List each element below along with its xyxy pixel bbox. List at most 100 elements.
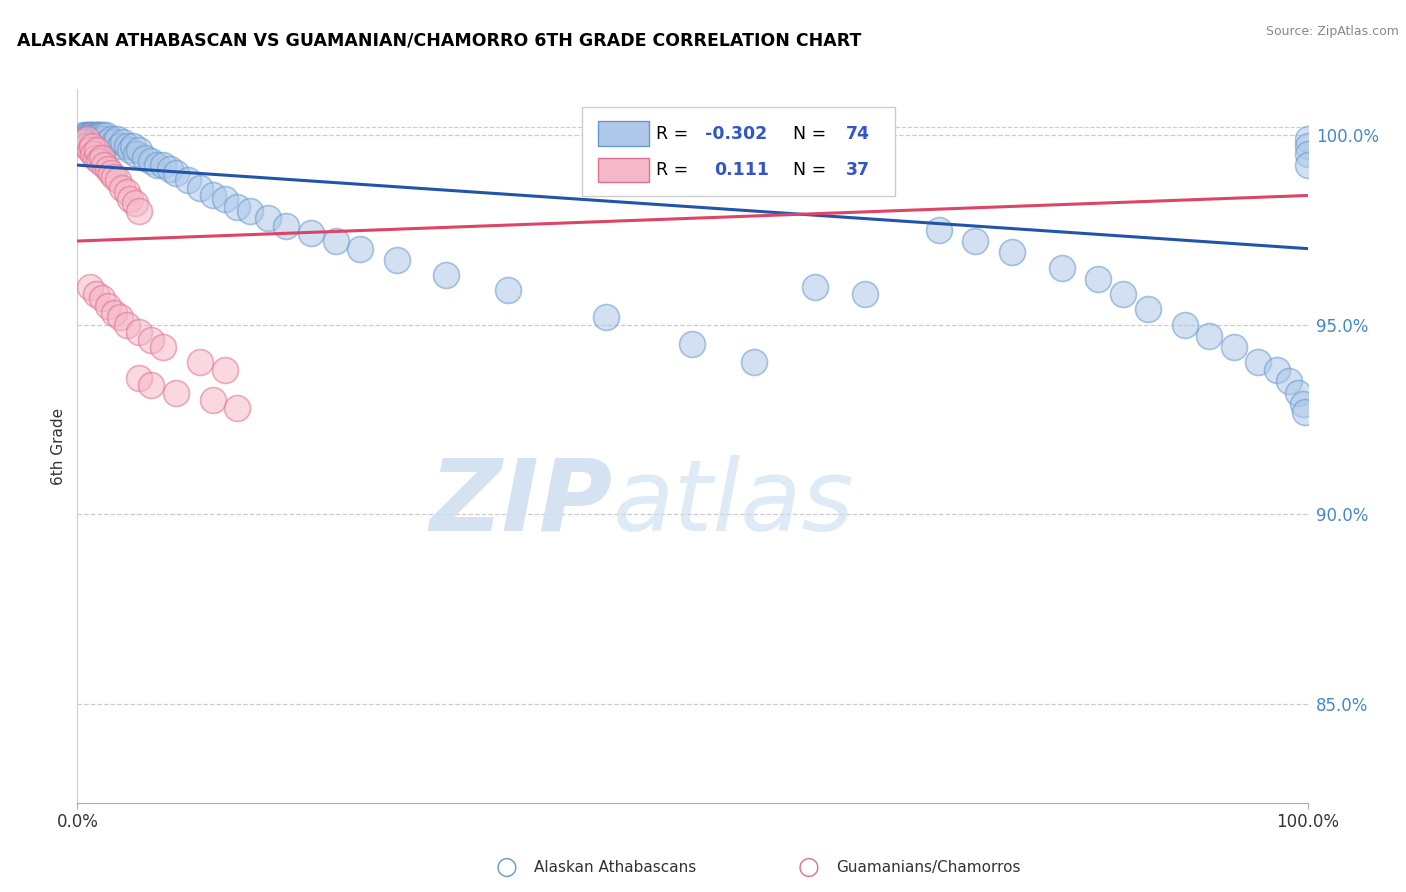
FancyBboxPatch shape (598, 121, 650, 145)
Point (1296, 139, 1319, 153)
Point (115, 185, 138, 199)
Point (682, 336, 704, 351)
Point (75, 139, 97, 153)
Point (103, 306, 125, 320)
Point (80, 128, 103, 142)
Point (79, 279, 101, 293)
Point (90, 151, 114, 165)
Point (965, 234, 987, 248)
Point (276, 219, 298, 233)
Point (1087, 272, 1109, 286)
Point (226, 200, 249, 214)
Point (1296, 158, 1319, 172)
Point (134, 151, 156, 165)
Point (1223, 340, 1246, 354)
Text: Alaskan Athabascans: Alaskan Athabascans (534, 860, 696, 874)
Point (325, 234, 347, 248)
Point (1174, 318, 1197, 332)
Text: Guamanians/Chamorros: Guamanians/Chamorros (837, 860, 1021, 874)
FancyBboxPatch shape (582, 107, 896, 196)
Point (128, 370, 150, 384)
Point (90, 128, 112, 142)
Point (110, 139, 132, 153)
Point (94, 128, 117, 142)
Text: 37: 37 (846, 161, 870, 178)
Point (239, 203, 262, 218)
Text: R =: R = (655, 125, 693, 143)
Point (141, 378, 163, 392)
Point (124, 196, 146, 211)
Point (128, 325, 150, 339)
Point (226, 401, 249, 415)
Point (84, 151, 107, 165)
Point (83, 131, 105, 145)
Point (89, 128, 111, 142)
Point (1136, 302, 1159, 317)
Point (82, 128, 104, 142)
Text: N =: N = (782, 161, 832, 178)
Point (201, 393, 224, 408)
Point (1296, 146, 1319, 161)
Point (89, 154, 111, 169)
Point (120, 143, 142, 157)
Point (93, 158, 115, 172)
Text: ZIP: ZIP (429, 455, 613, 551)
Point (152, 340, 174, 354)
Point (188, 355, 212, 369)
Point (86, 128, 108, 142)
Point (928, 222, 950, 236)
Point (90, 291, 114, 305)
Point (79, 128, 101, 142)
Point (100, 166, 122, 180)
Point (82, 139, 104, 153)
Point (141, 154, 163, 169)
Point (214, 192, 236, 206)
Point (1001, 245, 1024, 260)
Point (496, 284, 519, 298)
Point (299, 227, 322, 241)
Point (385, 252, 409, 267)
Point (72, 136, 94, 150)
Point (103, 169, 125, 184)
Point (165, 166, 187, 180)
Point (93, 131, 115, 145)
Point (1292, 397, 1315, 411)
Point (128, 203, 150, 218)
Point (146, 158, 169, 172)
Point (115, 318, 138, 332)
Text: N =: N = (782, 125, 832, 143)
Point (853, 287, 876, 301)
Point (1278, 375, 1301, 389)
Point (84, 128, 107, 142)
Point (82, 146, 104, 161)
Text: 0.111: 0.111 (714, 161, 769, 178)
Point (742, 355, 765, 369)
Point (76, 128, 98, 142)
Point (107, 173, 129, 187)
Point (165, 385, 187, 400)
Text: ○: ○ (797, 855, 820, 879)
Point (1286, 385, 1309, 400)
Point (84, 287, 107, 301)
Text: -0.302: -0.302 (704, 125, 768, 143)
Point (804, 279, 827, 293)
Point (105, 131, 128, 145)
Point (1112, 287, 1135, 301)
Point (1050, 260, 1073, 275)
Point (1294, 405, 1316, 419)
Text: Source: ZipAtlas.com: Source: ZipAtlas.com (1265, 25, 1399, 38)
Point (110, 310, 132, 324)
Point (111, 181, 132, 195)
Text: R =: R = (655, 161, 693, 178)
Point (177, 173, 200, 187)
Text: ○: ○ (495, 855, 517, 879)
Point (91, 128, 114, 142)
Point (76, 131, 98, 145)
Point (82, 128, 104, 142)
Point (1198, 329, 1220, 343)
Text: 74: 74 (846, 125, 870, 143)
Point (121, 139, 143, 153)
Point (595, 310, 617, 324)
Y-axis label: 6th Grade: 6th Grade (51, 408, 66, 484)
Point (1265, 363, 1288, 377)
